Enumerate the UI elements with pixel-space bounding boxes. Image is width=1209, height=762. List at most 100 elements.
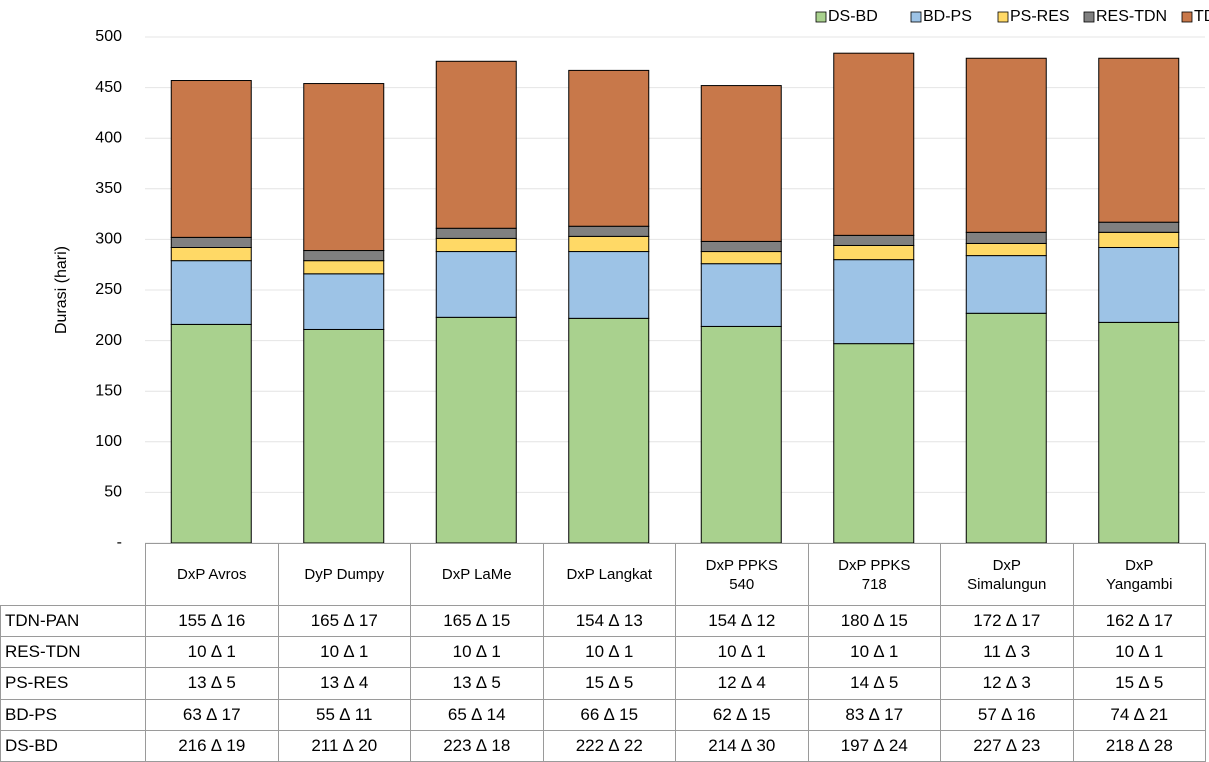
table-value: 172 ∆ 17 — [940, 605, 1074, 638]
table-value: 214 ∆ 30 — [675, 729, 809, 762]
table-value: 227 ∆ 23 — [940, 729, 1074, 762]
table-value: 165 ∆ 17 — [277, 605, 411, 638]
y-tick-label: 500 — [95, 28, 122, 45]
table-value: 65 ∆ 14 — [410, 698, 544, 731]
bar-segment — [303, 328, 385, 544]
legend-label: RES-TDN — [1096, 8, 1167, 25]
bar-segment — [833, 52, 915, 236]
bar-segment — [965, 57, 1047, 233]
bar-segment — [568, 225, 650, 237]
bar-segment — [1098, 57, 1180, 223]
category-header: DxP Simalungun — [940, 543, 1074, 606]
bar-segment — [568, 235, 650, 253]
table-value: 12 ∆ 3 — [940, 667, 1074, 700]
table-value: 15 ∆ 5 — [542, 667, 676, 700]
table-value: 180 ∆ 15 — [807, 605, 941, 638]
table-value: 55 ∆ 11 — [277, 698, 411, 731]
table-value: 83 ∆ 17 — [807, 698, 941, 731]
x-tick-label: DxP Yangambi — [1106, 556, 1173, 593]
category-header: DxP PPKS 540 — [675, 543, 809, 606]
bar-segment — [833, 244, 915, 261]
table-value: 62 ∆ 15 — [675, 698, 809, 731]
x-tick-label: DxP PPKS 540 — [705, 556, 778, 593]
row-label: TDN-PAN — [0, 605, 146, 638]
bar-segment — [700, 85, 782, 242]
y-tick-label: 200 — [95, 332, 122, 349]
legend-swatch — [997, 11, 1009, 23]
row-label: PS-RES — [0, 667, 146, 700]
legend-swatch — [815, 11, 827, 23]
table-value: 11 ∆ 3 — [940, 636, 1074, 669]
table-value: 10 ∆ 1 — [277, 636, 411, 669]
bar-segment — [700, 240, 782, 253]
y-tick-label: 350 — [95, 180, 122, 197]
bar-segment — [965, 231, 1047, 244]
bar-segment — [1098, 231, 1180, 248]
y-tick-label: 100 — [95, 433, 122, 450]
table-value: 222 ∆ 22 — [542, 729, 676, 762]
bar-segment — [965, 255, 1047, 314]
bar-segment — [700, 263, 782, 327]
bar-segment — [303, 260, 385, 275]
bar-segment — [303, 83, 385, 252]
y-axis-label: Durasi (hari) — [53, 246, 70, 334]
legend-label: BD-PS — [923, 8, 972, 25]
y-tick-label: 400 — [95, 129, 122, 146]
table-value: 10 ∆ 1 — [807, 636, 941, 669]
table-value: 13 ∆ 4 — [277, 667, 411, 700]
bar-segment — [568, 317, 650, 544]
y-tick-label: 250 — [95, 281, 122, 298]
legend-label: PS-RES — [1010, 8, 1070, 25]
bar-segment — [1098, 221, 1180, 233]
table-value: 216 ∆ 19 — [145, 729, 279, 762]
table-value: 14 ∆ 5 — [807, 667, 941, 700]
table-value: 211 ∆ 20 — [277, 729, 411, 762]
category-header: DxP LaMe — [410, 543, 544, 606]
table-value: 13 ∆ 5 — [410, 667, 544, 700]
y-tick-label: 300 — [95, 231, 122, 248]
bar-segment — [435, 60, 517, 229]
table-value: 10 ∆ 1 — [1072, 636, 1206, 669]
category-header: DxP Avros — [145, 543, 279, 606]
x-tick-label: DxP Langkat — [566, 566, 653, 583]
bar-segment — [170, 80, 252, 238]
row-label: RES-TDN — [0, 636, 146, 669]
bar-segment — [303, 273, 385, 330]
bar-segment — [1098, 321, 1180, 544]
bar-segment — [1098, 246, 1180, 323]
legend-swatch — [1181, 11, 1193, 23]
bar-segment — [435, 227, 517, 239]
bar-segment — [435, 251, 517, 318]
x-tick-label: DxP PPKS 718 — [838, 556, 911, 593]
bar-segment — [833, 343, 915, 544]
table-value: 162 ∆ 17 — [1072, 605, 1206, 638]
table-value: 165 ∆ 15 — [410, 605, 544, 638]
x-tick-label: DxP Simalungun — [967, 556, 1047, 593]
table-value: 13 ∆ 5 — [145, 667, 279, 700]
table-value: 10 ∆ 1 — [675, 636, 809, 669]
table-value: 66 ∆ 15 — [542, 698, 676, 731]
table-value: 12 ∆ 4 — [675, 667, 809, 700]
bar-segment — [170, 246, 252, 262]
bar-segment — [700, 325, 782, 544]
table-value: 197 ∆ 24 — [807, 729, 941, 762]
y-tick-label: 50 — [104, 484, 122, 501]
bar-segment — [700, 251, 782, 265]
table-value: 155 ∆ 16 — [145, 605, 279, 638]
category-header: DxP Langkat — [542, 543, 676, 606]
category-header: DxP PPKS 718 — [807, 543, 941, 606]
bar-segment — [435, 237, 517, 253]
legend-swatch — [1083, 11, 1095, 23]
row-label: DS-BD — [0, 729, 146, 762]
table-value: 10 ∆ 1 — [542, 636, 676, 669]
table-value: 63 ∆ 17 — [145, 698, 279, 731]
row-label: BD-PS — [0, 698, 146, 731]
table-value: 74 ∆ 21 — [1072, 698, 1206, 731]
y-tick-label: 450 — [95, 79, 122, 96]
bar-segment — [965, 312, 1047, 544]
y-tick-label: - — [117, 534, 122, 551]
bar-segment — [303, 250, 385, 262]
legend-swatch — [910, 11, 922, 23]
